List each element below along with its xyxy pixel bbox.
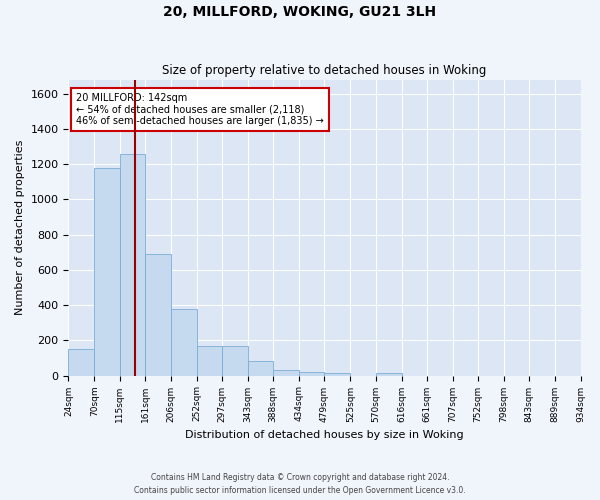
Bar [222,346,248,376]
Text: 20, MILLFORD, WOKING, GU21 3LH: 20, MILLFORD, WOKING, GU21 3LH [163,5,437,19]
X-axis label: Distribution of detached houses by size in Woking: Distribution of detached houses by size … [185,430,464,440]
Bar [197,346,222,376]
Bar [145,254,171,376]
Bar [273,370,299,376]
Bar [68,349,94,376]
Bar [376,373,401,376]
Bar [299,372,325,376]
Y-axis label: Number of detached properties: Number of detached properties [15,140,25,316]
Bar [248,362,273,376]
Bar [325,373,350,376]
Bar [94,168,119,376]
Bar [171,310,197,376]
Text: Contains HM Land Registry data © Crown copyright and database right 2024.
Contai: Contains HM Land Registry data © Crown c… [134,474,466,495]
Text: 20 MILLFORD: 142sqm
← 54% of detached houses are smaller (2,118)
46% of semi-det: 20 MILLFORD: 142sqm ← 54% of detached ho… [76,93,324,126]
Bar [119,154,145,376]
Title: Size of property relative to detached houses in Woking: Size of property relative to detached ho… [162,64,487,77]
